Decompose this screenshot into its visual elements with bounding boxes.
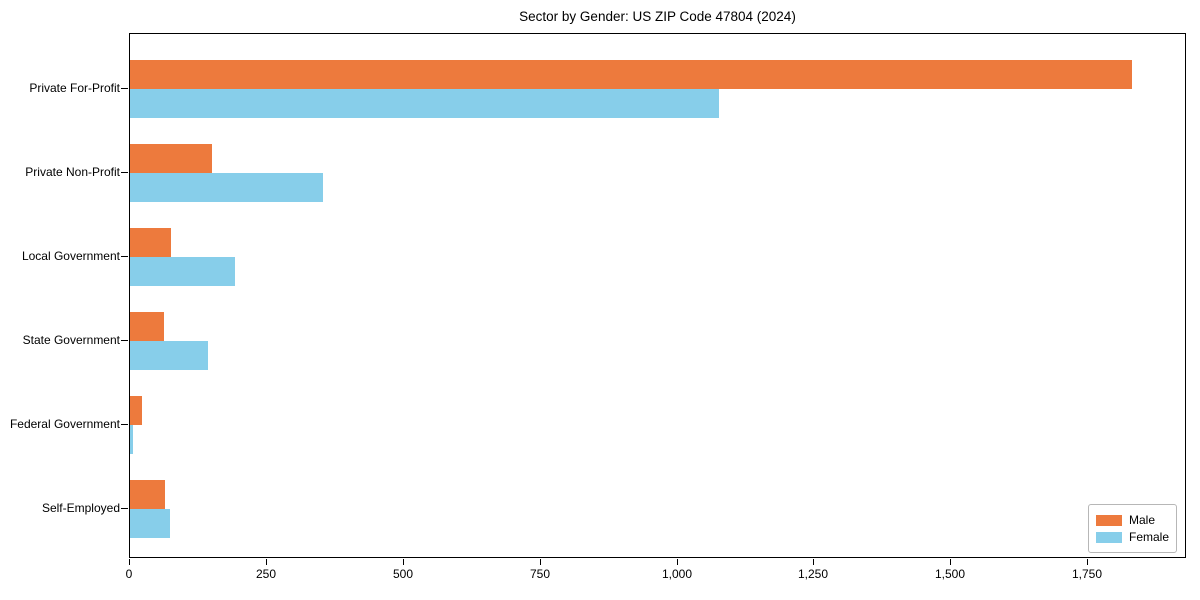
- legend-item-female: Female: [1096, 531, 1169, 543]
- bar-female-federal-government: [130, 425, 133, 454]
- x-tick-label: 250: [255, 567, 277, 581]
- bar-female-state-government: [130, 341, 208, 370]
- legend-item-male: Male: [1096, 514, 1169, 526]
- legend-swatch-female-icon: [1096, 531, 1122, 543]
- x-tick-mark: [266, 559, 268, 565]
- x-tick-mark: [1087, 559, 1089, 565]
- y-tick-mark: [121, 256, 128, 258]
- y-tick-label: Private For-Profit: [29, 81, 120, 95]
- bar-female-local-government: [130, 257, 235, 286]
- y-tick-mark: [121, 88, 128, 90]
- x-tick-label: 0: [125, 567, 133, 581]
- x-tick-label: 500: [392, 567, 414, 581]
- bar-female-private-for-profit: [130, 89, 719, 118]
- bar-male-private-for-profit: [130, 60, 1132, 89]
- bar-male-local-government: [130, 228, 171, 257]
- legend-label-female: Female: [1129, 530, 1170, 544]
- y-tick-mark: [121, 508, 128, 510]
- x-tick-label: 750: [529, 567, 551, 581]
- x-tick-label: 1,750: [1071, 567, 1103, 581]
- y-tick-label: Self-Employed: [41, 501, 120, 515]
- chart-title: Sector by Gender: US ZIP Code 47804 (202…: [519, 9, 796, 24]
- y-tick-mark: [121, 424, 128, 426]
- x-tick-mark: [813, 559, 815, 565]
- y-tick-mark: [121, 172, 128, 174]
- bar-male-private-non-profit: [130, 144, 212, 173]
- legend: Male Female: [1088, 504, 1177, 553]
- x-tick-label: 1,500: [934, 567, 966, 581]
- y-tick-label: Private Non-Profit: [25, 165, 120, 179]
- legend-label-male: Male: [1129, 513, 1156, 527]
- bar-male-self-employed: [130, 480, 165, 509]
- bar-female-private-non-profit: [130, 173, 323, 202]
- x-tick-label: 1,000: [661, 567, 693, 581]
- legend-swatch-male-icon: [1096, 514, 1122, 526]
- x-tick-mark: [403, 559, 405, 565]
- plot-area: Male Female: [129, 33, 1186, 558]
- y-tick-label: Local Government: [21, 249, 120, 263]
- bar-female-self-employed: [130, 509, 170, 538]
- bar-male-state-government: [130, 312, 164, 341]
- x-tick-mark: [129, 559, 131, 565]
- x-tick-label: 1,250: [797, 567, 829, 581]
- x-tick-mark: [950, 559, 952, 565]
- x-tick-mark: [540, 559, 542, 565]
- y-tick-label: State Government: [22, 333, 120, 347]
- y-tick-mark: [121, 340, 128, 342]
- y-tick-label: Federal Government: [9, 417, 120, 431]
- x-tick-mark: [677, 559, 679, 565]
- bar-male-federal-government: [130, 396, 142, 425]
